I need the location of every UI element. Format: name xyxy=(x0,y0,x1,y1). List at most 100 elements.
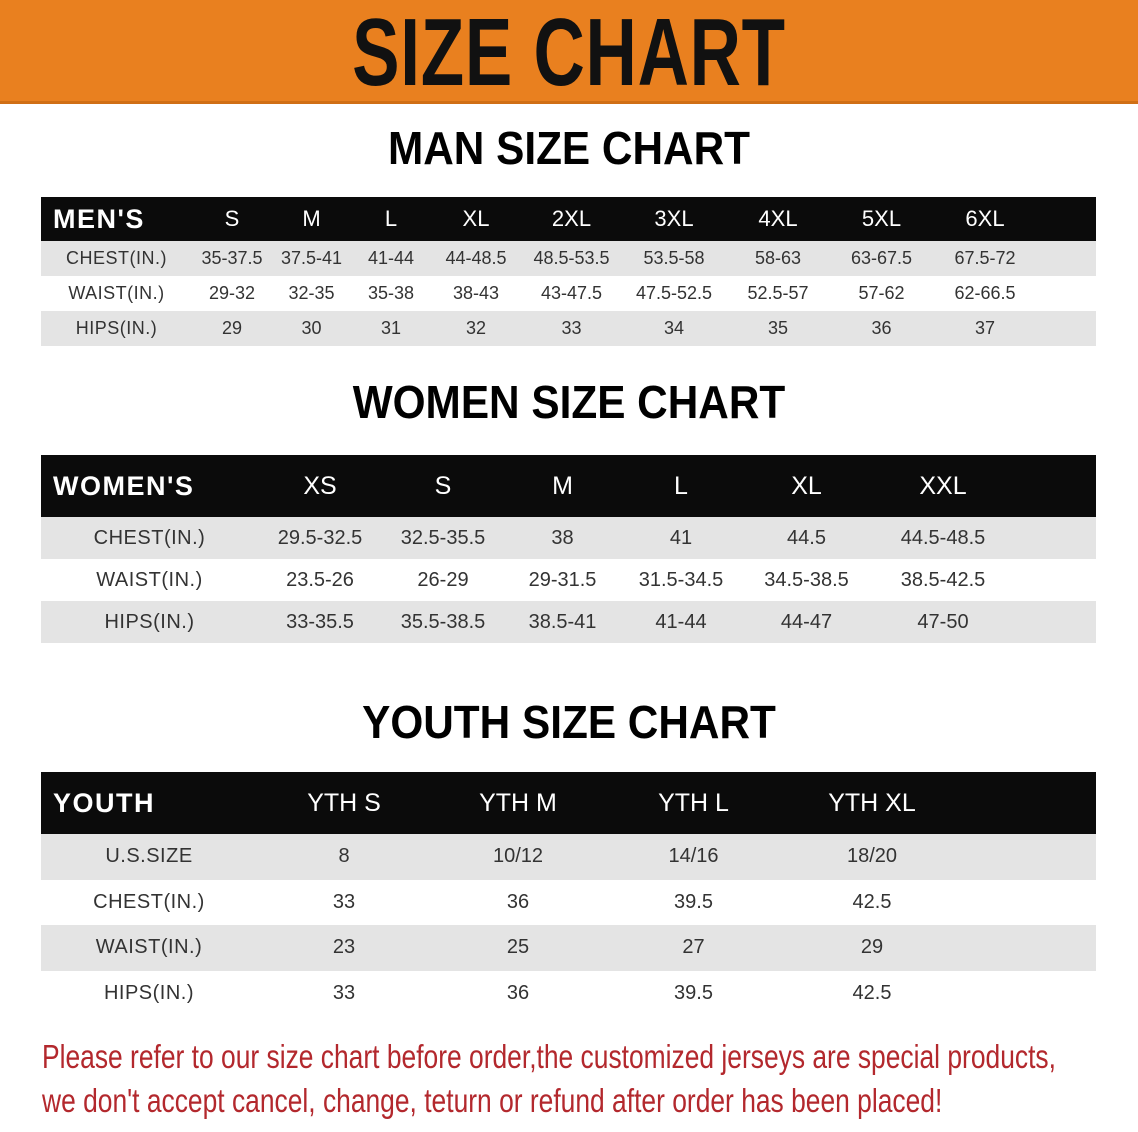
row-label: CHEST(IN.) xyxy=(93,526,206,549)
table-cell: 6XL xyxy=(965,206,1005,231)
table-cell: 42.5 xyxy=(852,981,892,1004)
table-cell: XL xyxy=(462,206,490,231)
table-cell: 43-47.5 xyxy=(540,283,603,303)
table-cell: 29.5-32.5 xyxy=(277,526,363,549)
table-cell: 27 xyxy=(682,936,705,959)
table-cell: 23 xyxy=(332,936,356,959)
table-row: CHEST(IN.) 35-37.5 37.5-41 41-44 44-48.5 48.5… xyxy=(41,241,1096,276)
table-cell: 63-67.5 xyxy=(850,248,913,268)
table-cell: 37.5-41 xyxy=(280,248,343,268)
table-cell: 53.5-58 xyxy=(643,248,705,268)
table-cell: XL xyxy=(791,471,822,500)
table-cell: 35.5-38.5 xyxy=(400,610,486,633)
table-cell: 38 xyxy=(551,526,574,549)
table-cell: M xyxy=(302,206,321,231)
table-row: HIPS(IN.) 33 36 39.5 42.5 xyxy=(41,970,1096,1016)
table-cell: 33-35.5 xyxy=(286,610,354,633)
table-cell: 4XL xyxy=(758,206,798,231)
women-size-table: WOMEN'S XS S M L XL XXL CHEST(IN.) 29.5-32.5 32.5… xyxy=(41,455,1096,643)
banner-title: SIZE CHART xyxy=(352,0,786,106)
table-cell: 33 xyxy=(332,890,356,913)
table-cell: XXL xyxy=(919,471,967,500)
table-cell: L xyxy=(674,471,688,500)
row-label: WAIST(IN.) xyxy=(96,568,203,591)
table-cell: 32 xyxy=(465,318,487,338)
table-cell: M xyxy=(552,471,573,500)
table-cell: 31.5-34.5 xyxy=(638,568,724,591)
table-cell: 23.5-26 xyxy=(286,568,354,591)
banner: SIZE CHART xyxy=(0,0,1138,106)
table-cell: 36 xyxy=(506,981,530,1004)
row-label: YOUTH xyxy=(53,787,155,818)
table-cell: 39.5 xyxy=(674,890,713,913)
youth-title: YOUTH SIZE CHART xyxy=(362,696,776,748)
table-cell: 29 xyxy=(221,318,243,338)
table-row: U.S.SIZE 8 10/12 14/16 18/20 xyxy=(41,834,1096,880)
table-cell: 67.5-72 xyxy=(954,248,1016,268)
table-header-row: MEN'S S M L XL 2XL 3XL 4XL 5XL 6XL xyxy=(41,197,1096,241)
table-cell: 41-44 xyxy=(655,610,707,633)
table-cell: XS xyxy=(303,471,337,500)
table-cell: 62-66.5 xyxy=(954,283,1016,303)
table-cell: 44.5-48.5 xyxy=(900,526,986,549)
youth-size-table: YOUTH YTH S YTH M YTH L YTH XL U.S.SIZE 8 10/12… xyxy=(41,772,1096,1016)
table-cell: 38.5-41 xyxy=(528,610,597,633)
row-label: HIPS(IN.) xyxy=(75,318,158,338)
table-row: WAIST(IN.) 29-32 32-35 35-38 38-43 43-47.5 47.… xyxy=(41,276,1096,311)
table-cell: 29 xyxy=(860,936,884,959)
footer-notice-line1: Please refer to our size chart before or… xyxy=(42,1038,1056,1075)
row-label: MEN'S xyxy=(53,203,145,234)
table-cell: 37 xyxy=(974,318,996,338)
men-size-table: MEN'S S M L XL 2XL 3XL 4XL 5XL 6XL CHEST(IN.) 35-37… xyxy=(41,197,1096,346)
row-label: U.S.SIZE xyxy=(105,845,193,868)
table-cell: 58-63 xyxy=(754,248,802,268)
table-row: CHEST(IN.) 33 36 39.5 42.5 xyxy=(41,879,1096,925)
women-title: WOMEN SIZE CHART xyxy=(352,376,786,428)
table-cell: 32.5-35.5 xyxy=(400,526,486,549)
table-row: WAIST(IN.) 23 25 27 29 xyxy=(41,925,1096,971)
table-cell: YTH XL xyxy=(828,788,916,817)
table-cell: S xyxy=(434,471,452,500)
table-cell: 34.5-38.5 xyxy=(764,568,849,591)
table-cell: 29-32 xyxy=(208,283,256,303)
row-label: WAIST(IN.) xyxy=(68,283,165,303)
table-cell: 38-43 xyxy=(452,283,500,303)
table-header-row: YOUTH YTH S YTH M YTH L YTH XL xyxy=(41,772,1096,834)
table-cell: 57-62 xyxy=(858,283,905,303)
table-row: CHEST(IN.) 29.5-32.5 32.5-35.5 38 41 44.5 44.5… xyxy=(41,517,1096,559)
table-cell: YTH L xyxy=(658,788,729,817)
table-cell: 35 xyxy=(767,318,789,338)
table-cell: S xyxy=(224,206,240,231)
table-cell: 35-38 xyxy=(367,283,415,303)
table-cell: 39.5 xyxy=(674,981,713,1004)
table-cell: 31 xyxy=(380,318,402,338)
table-cell: 41-44 xyxy=(367,248,415,268)
table-cell: 8 xyxy=(338,845,350,868)
row-label: CHEST(IN.) xyxy=(66,248,167,268)
table-cell: 44-47 xyxy=(780,610,833,633)
row-label: CHEST(IN.) xyxy=(93,890,205,913)
table-cell: 47-50 xyxy=(917,610,969,633)
table-cell: 42.5 xyxy=(852,890,892,913)
table-row: HIPS(IN.) 33-35.5 35.5-38.5 38.5-41 41-44 44-… xyxy=(41,601,1096,643)
table-cell: 36 xyxy=(506,890,530,913)
table-cell: 35-37.5 xyxy=(201,248,263,268)
table-cell: 41 xyxy=(669,526,693,549)
table-row: WAIST(IN.) 23.5-26 26-29 29-31.5 31.5-34.5 34… xyxy=(41,559,1096,601)
row-label: HIPS(IN.) xyxy=(103,981,195,1004)
table-cell: 44-48.5 xyxy=(445,248,507,268)
table-cell: 32-35 xyxy=(288,283,335,303)
row-label: HIPS(IN.) xyxy=(104,610,195,633)
table-cell: 38.5-42.5 xyxy=(900,568,986,591)
table-cell: 18/20 xyxy=(846,845,898,868)
table-cell: 14/16 xyxy=(668,845,719,868)
table-cell: YTH S xyxy=(307,788,381,817)
table-cell: 48.5-53.5 xyxy=(533,248,610,268)
table-cell: 36 xyxy=(871,318,892,338)
table-cell: YTH M xyxy=(479,788,557,817)
table-cell: 47.5-52.5 xyxy=(635,283,713,303)
table-cell: 26-29 xyxy=(417,568,469,591)
table-cell: 25 xyxy=(506,936,530,959)
footer-notice-line2: we don't accept cancel, change, teturn o… xyxy=(42,1082,943,1119)
table-cell: 52.5-57 xyxy=(747,283,809,303)
